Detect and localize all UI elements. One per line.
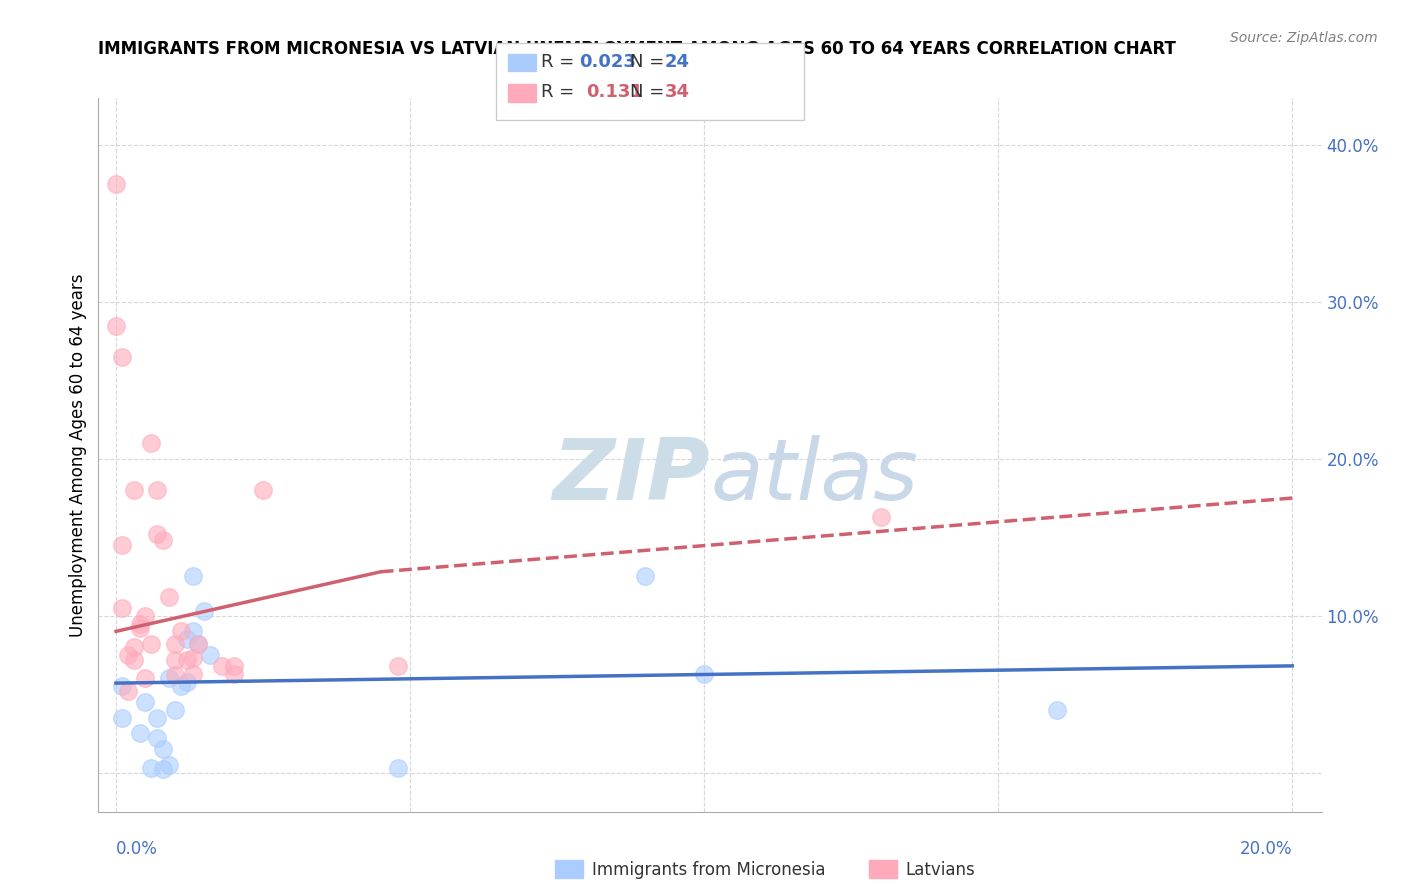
Point bbox=[252, 483, 274, 498]
Point bbox=[105, 178, 128, 192]
Point bbox=[181, 569, 204, 583]
Point bbox=[141, 761, 163, 775]
Point bbox=[134, 608, 156, 623]
Point bbox=[163, 703, 186, 717]
Y-axis label: Unemployment Among Ages 60 to 64 years: Unemployment Among Ages 60 to 64 years bbox=[69, 273, 87, 637]
Point bbox=[146, 731, 169, 745]
Point bbox=[128, 726, 150, 740]
Point bbox=[111, 679, 134, 693]
Point bbox=[163, 637, 186, 651]
Point bbox=[193, 604, 215, 618]
Point bbox=[693, 666, 716, 681]
Text: IMMIGRANTS FROM MICRONESIA VS LATVIAN UNEMPLOYMENT AMONG AGES 60 TO 64 YEARS COR: IMMIGRANTS FROM MICRONESIA VS LATVIAN UN… bbox=[98, 40, 1177, 58]
Point bbox=[146, 527, 169, 541]
Point bbox=[105, 318, 128, 333]
Point bbox=[157, 590, 180, 604]
Point bbox=[181, 666, 204, 681]
Point bbox=[222, 666, 245, 681]
Point bbox=[222, 658, 245, 673]
Point bbox=[134, 695, 156, 709]
Point bbox=[181, 651, 204, 665]
Point bbox=[181, 624, 204, 639]
Point bbox=[128, 616, 150, 631]
Point bbox=[163, 668, 186, 682]
Point bbox=[152, 533, 174, 548]
Point bbox=[170, 624, 193, 639]
Text: N =: N = bbox=[630, 83, 669, 101]
Point bbox=[387, 658, 409, 673]
Point bbox=[152, 763, 174, 777]
Point bbox=[111, 350, 134, 364]
Text: R =: R = bbox=[541, 83, 586, 101]
Point bbox=[111, 600, 134, 615]
Point bbox=[111, 538, 134, 552]
Text: N =: N = bbox=[630, 54, 669, 71]
Point bbox=[176, 652, 198, 666]
Point bbox=[869, 509, 891, 524]
Text: Immigrants from Micronesia: Immigrants from Micronesia bbox=[592, 861, 825, 879]
Text: 0.0%: 0.0% bbox=[117, 840, 157, 858]
Point bbox=[170, 679, 193, 693]
Point bbox=[141, 436, 163, 450]
Text: Source: ZipAtlas.com: Source: ZipAtlas.com bbox=[1230, 31, 1378, 45]
Text: 20.0%: 20.0% bbox=[1240, 840, 1292, 858]
Point bbox=[146, 711, 169, 725]
Point bbox=[111, 711, 134, 725]
Point bbox=[1046, 703, 1069, 717]
Text: R =: R = bbox=[541, 54, 581, 71]
Point bbox=[187, 637, 209, 651]
Text: 24: 24 bbox=[665, 54, 690, 71]
Point bbox=[122, 652, 145, 666]
Point bbox=[117, 648, 139, 662]
Point bbox=[128, 621, 150, 635]
Point bbox=[198, 648, 221, 662]
Text: Latvians: Latvians bbox=[905, 861, 976, 879]
Point bbox=[176, 632, 198, 647]
Point bbox=[157, 672, 180, 686]
Point bbox=[141, 637, 163, 651]
Point bbox=[152, 742, 174, 756]
Point bbox=[634, 569, 657, 583]
Point bbox=[122, 483, 145, 498]
Point bbox=[146, 483, 169, 498]
Point bbox=[176, 674, 198, 689]
Text: atlas: atlas bbox=[710, 434, 918, 518]
Point bbox=[211, 658, 233, 673]
Text: ZIP: ZIP bbox=[553, 434, 710, 518]
Point bbox=[157, 757, 180, 772]
Text: 0.131: 0.131 bbox=[586, 83, 643, 101]
Point bbox=[163, 652, 186, 666]
Point bbox=[117, 684, 139, 698]
Point bbox=[387, 761, 409, 775]
Text: 34: 34 bbox=[665, 83, 690, 101]
Point bbox=[122, 640, 145, 654]
Point bbox=[187, 637, 209, 651]
Text: 0.023: 0.023 bbox=[579, 54, 636, 71]
Point bbox=[134, 672, 156, 686]
